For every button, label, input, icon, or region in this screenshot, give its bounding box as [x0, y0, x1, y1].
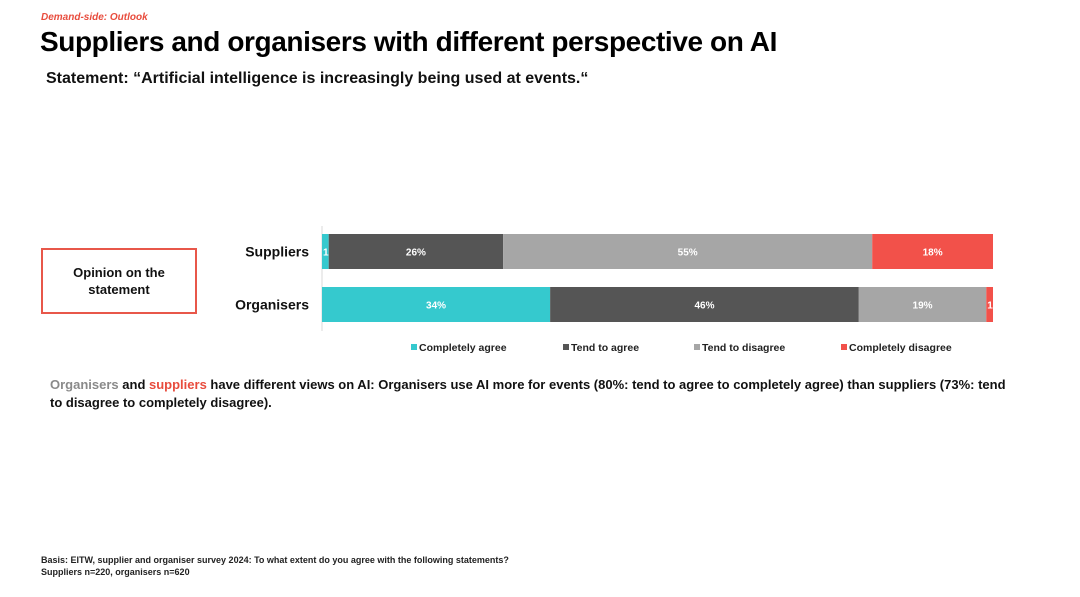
footnote-line-1: Basis: EITW, supplier and organiser surv…: [41, 555, 509, 565]
footnote-line-2: Suppliers n=220, organisers n=620: [41, 567, 190, 577]
bar-organisers-completely-disagree: [986, 287, 993, 322]
legend-swatch-completely-agree: [411, 344, 417, 350]
statement-subtitle: Statement: “Artificial intelligence is i…: [46, 70, 589, 87]
category-label-organisers: Organisers: [235, 297, 309, 313]
legend-label-tend-to-agree: Tend to agree: [571, 342, 639, 354]
bar-suppliers-completely-agree: [322, 234, 329, 269]
legend-swatch-completely-disagree: [841, 344, 847, 350]
legend-label-completely-disagree: Completely disagree: [849, 342, 952, 354]
data-label-suppliers-completely-disagree: 18%: [923, 248, 943, 259]
opinion-label-box: Opinion on the statement: [41, 248, 197, 314]
data-label-organisers-completely-disagree: 1%: [987, 301, 1002, 312]
chart-legend: Completely agree Tend to agree Tend to dis…: [411, 342, 952, 354]
section-kicker: Demand-side: Outlook: [41, 12, 148, 23]
bar-organisers-completely-agree: [322, 287, 551, 322]
legend-swatch-tend-to-disagree: [694, 344, 700, 350]
bar-suppliers-completely-disagree: [872, 234, 993, 269]
opinion-label: Opinion on the statement: [73, 265, 165, 297]
chart-bars: 1%26%55%18%34%46%19%1%: [322, 234, 1002, 322]
category-label-suppliers: Suppliers: [245, 244, 309, 260]
summary-rest: have different views on AI: Organisers u…: [50, 377, 1006, 410]
bar-suppliers-tend-to-disagree: [503, 234, 873, 269]
data-label-organisers-completely-agree: 34%: [426, 301, 446, 312]
legend-label-completely-agree: Completely agree: [419, 342, 507, 354]
summary-and: and: [118, 377, 149, 392]
data-label-organisers-tend-to-agree: 46%: [694, 301, 714, 312]
data-label-suppliers-tend-to-disagree: 55%: [678, 248, 698, 259]
bar-organisers-tend-to-disagree: [858, 287, 987, 322]
footnote-basis: Basis: EITW, supplier and organiser surv…: [41, 554, 509, 578]
legend-label-tend-to-disagree: Tend to disagree: [702, 342, 785, 354]
chart-axis: Suppliers Organisers: [235, 226, 323, 331]
bar-organisers-tend-to-agree: [550, 287, 859, 322]
data-label-suppliers-tend-to-agree: 26%: [406, 248, 426, 259]
page-title: Suppliers and organisers with different …: [40, 26, 777, 57]
data-label-organisers-tend-to-disagree: 19%: [913, 301, 933, 312]
summary-text: Organisers and suppliers have different …: [50, 376, 1020, 412]
legend-swatch-tend-to-agree: [563, 344, 569, 350]
summary-organisers-word: Organisers: [50, 377, 119, 392]
summary-suppliers-word: suppliers: [149, 377, 207, 392]
bar-suppliers-tend-to-agree: [328, 234, 504, 269]
